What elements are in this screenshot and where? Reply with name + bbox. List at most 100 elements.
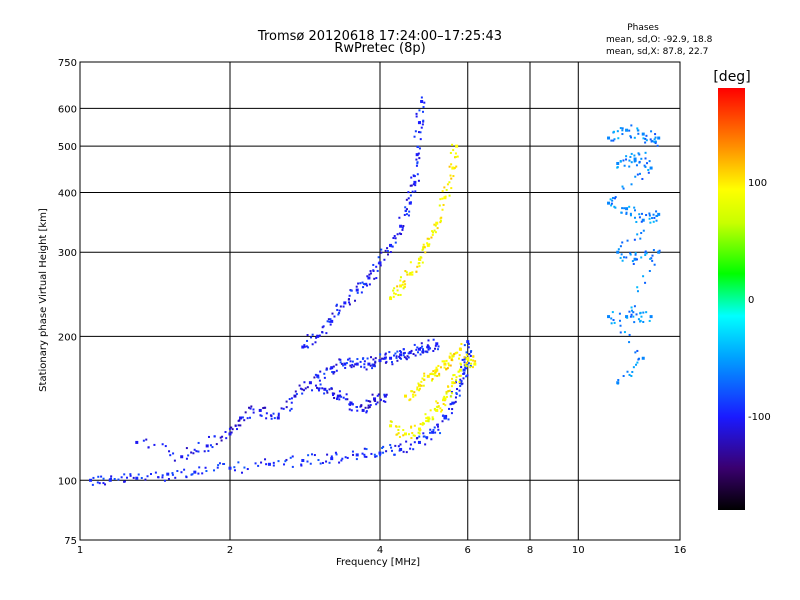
data-point	[408, 399, 411, 402]
data-point	[347, 358, 350, 361]
data-point	[137, 473, 140, 476]
data-point	[417, 145, 420, 148]
data-point	[326, 391, 329, 394]
data-point	[432, 338, 435, 341]
data-point	[439, 198, 442, 201]
data-point	[376, 394, 379, 397]
data-point	[409, 201, 412, 204]
data-point	[342, 305, 345, 308]
data-point	[441, 208, 444, 211]
data-point	[452, 149, 455, 152]
data-point	[338, 461, 341, 464]
data-point	[424, 251, 427, 254]
data-point	[277, 414, 280, 417]
data-point	[426, 242, 429, 245]
data-point	[633, 209, 636, 212]
data-point	[426, 436, 429, 439]
data-point	[350, 289, 353, 292]
data-point	[632, 262, 635, 265]
data-point	[636, 129, 639, 132]
data-point	[616, 250, 620, 254]
data-point	[443, 416, 447, 420]
data-point	[377, 256, 380, 259]
data-point	[619, 319, 622, 322]
data-point	[372, 270, 375, 273]
data-point	[448, 407, 451, 410]
data-point	[649, 166, 653, 170]
data-point	[331, 312, 334, 315]
data-point	[423, 101, 426, 104]
data-point	[650, 130, 653, 133]
data-point	[390, 420, 393, 423]
data-point	[616, 161, 620, 165]
data-point	[409, 447, 412, 450]
data-point	[394, 293, 397, 296]
data-point	[310, 453, 313, 456]
data-point	[399, 284, 403, 288]
data-point	[645, 311, 648, 314]
data-point	[233, 466, 236, 469]
data-point	[463, 361, 466, 364]
data-point	[454, 396, 457, 399]
data-point	[470, 358, 473, 361]
data-point	[655, 210, 658, 213]
data-point	[311, 333, 314, 336]
data-point	[372, 358, 375, 361]
data-point	[439, 221, 442, 224]
data-point	[398, 425, 401, 428]
y-tick-label: 75	[64, 536, 77, 547]
data-point	[166, 472, 170, 476]
data-point	[378, 261, 382, 265]
data-point	[422, 110, 425, 113]
data-point	[629, 155, 632, 158]
data-point	[644, 281, 647, 284]
data-point	[361, 281, 364, 284]
data-point	[306, 460, 309, 463]
data-point	[384, 352, 387, 355]
data-point	[429, 431, 432, 434]
data-point	[470, 362, 473, 365]
data-point	[421, 123, 424, 126]
data-point	[434, 231, 437, 234]
data-point	[280, 407, 283, 410]
data-point	[633, 160, 636, 163]
data-point	[639, 237, 642, 240]
data-point	[611, 199, 614, 202]
data-point	[641, 132, 645, 136]
data-point	[433, 223, 436, 226]
data-point	[619, 331, 622, 334]
data-point	[447, 385, 450, 388]
data-point	[431, 416, 434, 419]
data-point	[369, 270, 372, 273]
data-point	[218, 462, 221, 465]
data-point	[260, 414, 263, 417]
data-point	[445, 391, 448, 394]
data-point	[354, 363, 357, 366]
data-point	[651, 254, 654, 257]
colorbar-tick-label: -100	[748, 412, 771, 423]
data-point	[398, 232, 401, 235]
data-point	[456, 351, 459, 354]
data-point	[389, 297, 393, 301]
colorbar-tick-label: 100	[748, 178, 767, 189]
data-point	[402, 450, 405, 453]
data-point	[633, 257, 637, 261]
data-point	[427, 420, 430, 423]
data-point	[453, 166, 456, 169]
data-point	[620, 253, 623, 256]
data-point	[395, 356, 398, 359]
data-point	[426, 237, 429, 240]
data-point	[642, 275, 645, 278]
data-point	[132, 476, 135, 479]
data-point	[416, 436, 419, 439]
data-point	[388, 351, 391, 354]
data-point	[644, 151, 647, 154]
data-point	[339, 394, 342, 397]
data-point	[612, 319, 615, 322]
data-point	[650, 140, 653, 143]
data-point	[228, 466, 232, 470]
data-point	[645, 252, 648, 255]
data-point	[374, 361, 377, 364]
data-point	[301, 392, 304, 395]
data-point	[305, 345, 308, 348]
